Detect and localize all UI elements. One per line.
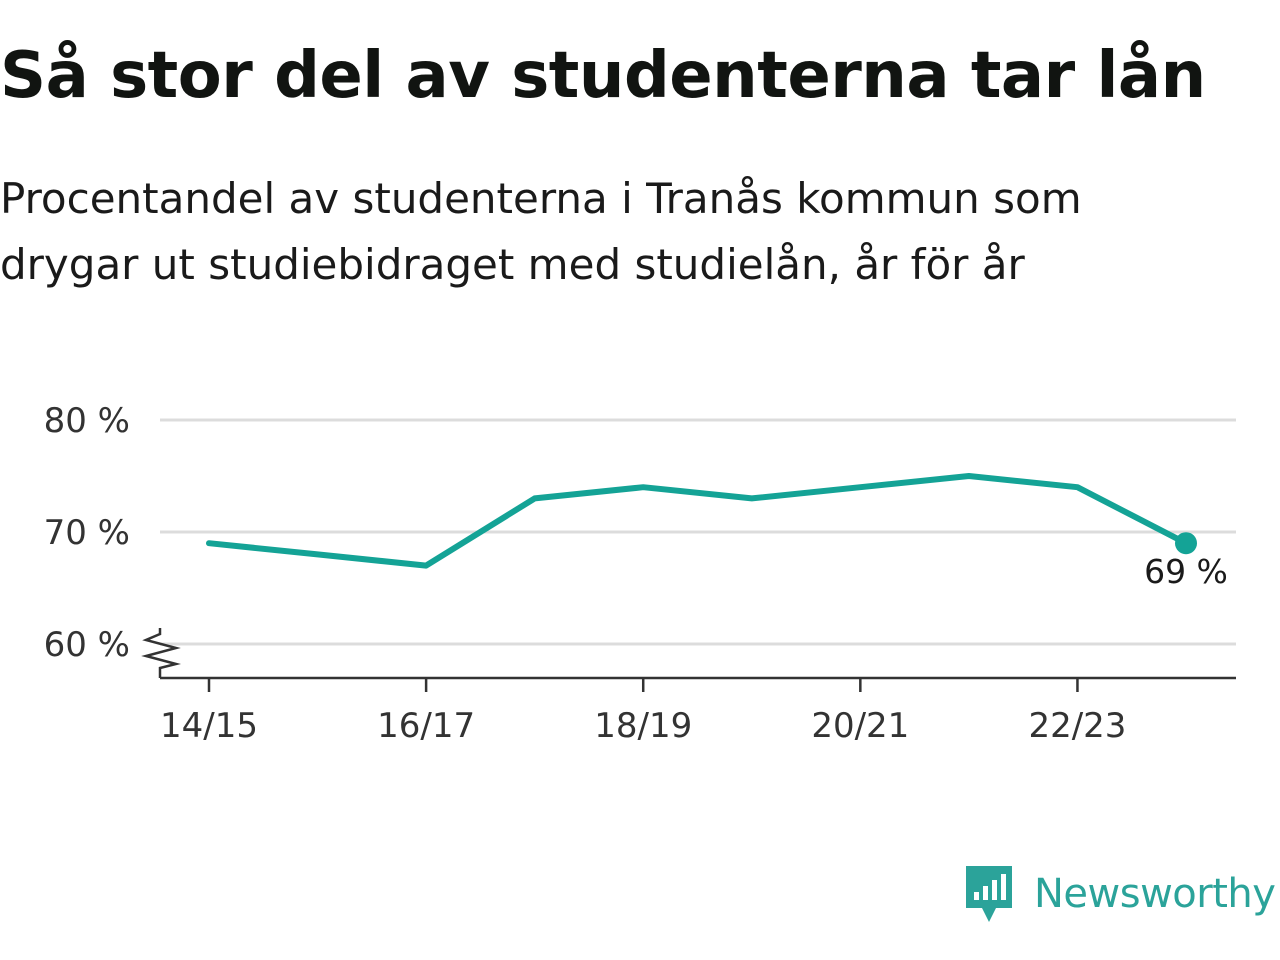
x-tick-label-20/21: 20/21 — [811, 706, 909, 746]
gridlines — [160, 418, 1236, 646]
x-tick-label-14/15: 14/15 — [160, 706, 258, 746]
line-chart: 80 % 70 % 60 % 14/15 16/17 18/19 20/21 22/23 6… — [44, 401, 1236, 746]
end-point-marker — [1175, 532, 1197, 555]
y-tick-label-60: 60 % — [44, 625, 130, 665]
x-tick-label-22/23: 22/23 — [1028, 706, 1126, 746]
chart-subtitle: Procentandel av studenterna i Tranås kom… — [0, 174, 1082, 289]
y-tick-label-80: 80 % — [44, 401, 130, 441]
newsworthy-logo-icon — [966, 866, 1012, 922]
chart-title: Så stor del av studenterna tar lån — [0, 39, 1206, 113]
brand-name: Newsworthy — [1034, 871, 1276, 917]
series: 69 % — [206, 473, 1228, 591]
x-tick-label-16/17: 16/17 — [377, 706, 475, 746]
y-tick-labels: 80 % 70 % 60 % — [44, 401, 130, 665]
x-ticks: 14/15 16/17 18/19 20/21 22/23 — [160, 678, 1126, 746]
brand-logo: Newsworthy — [964, 864, 1276, 924]
axes — [141, 628, 1236, 680]
end-value-label: 69 % — [1144, 552, 1228, 591]
y-tick-label-70: 70 % — [44, 513, 130, 553]
series-line — [206, 473, 1189, 569]
y-axis-break — [141, 628, 181, 678]
x-tick-label-18/19: 18/19 — [594, 706, 692, 746]
